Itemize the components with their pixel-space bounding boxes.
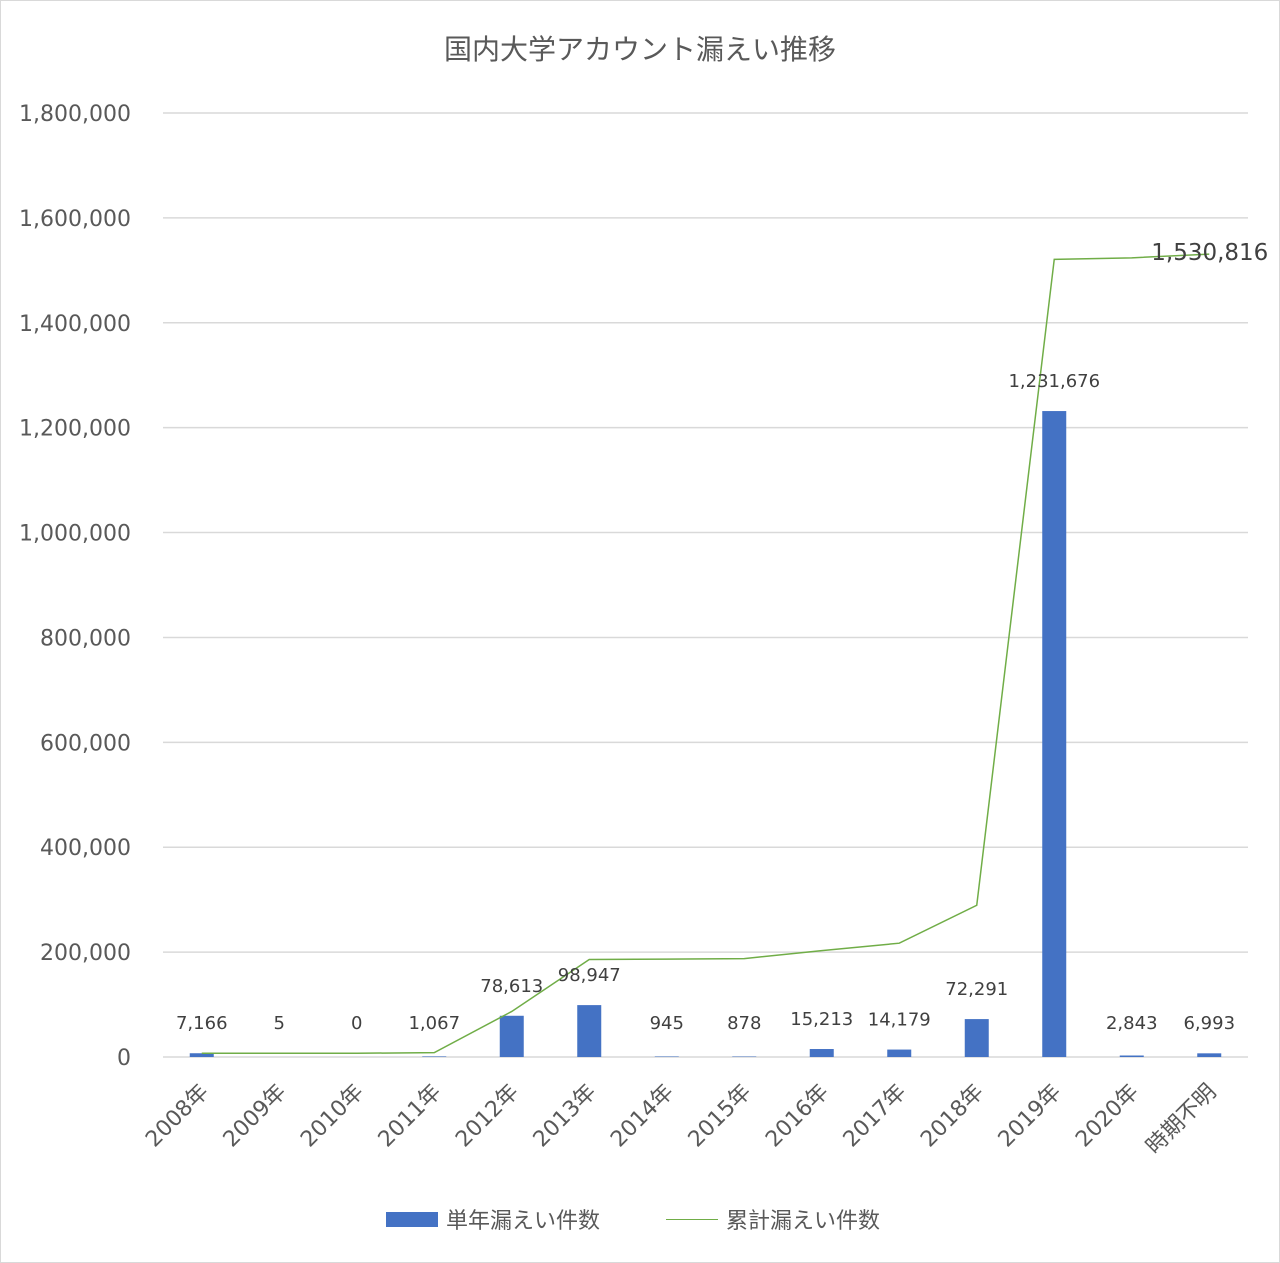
bar-data-label: 0 bbox=[351, 1013, 362, 1034]
bar-2017年 bbox=[887, 1049, 912, 1057]
bar-2016年 bbox=[809, 1049, 834, 1057]
bar-data-label: 15,213 bbox=[790, 1009, 853, 1030]
y-axis-tick-labels: 0 200,000 400,000 600,000 800,000 1,000,000 1,… bbox=[19, 102, 131, 1071]
y-tick-label: 800,000 bbox=[40, 626, 131, 651]
cumulative-end-label: 1,530,816 bbox=[1151, 240, 1268, 266]
bar-data-label: 2,843 bbox=[1106, 1013, 1158, 1034]
x-tick-label: 2010年 bbox=[296, 1080, 369, 1153]
legend-item-cumulative[interactable]: 累計漏えい件数 bbox=[666, 1202, 880, 1236]
x-tick-label: 2008年 bbox=[141, 1080, 214, 1153]
bar-data-label: 78,613 bbox=[480, 976, 543, 997]
bar-2008年 bbox=[189, 1053, 214, 1057]
bar-data-label: 945 bbox=[650, 1013, 684, 1034]
bar-2012年 bbox=[499, 1015, 524, 1057]
y-tick-label: 1,400,000 bbox=[19, 312, 131, 337]
bar-data-label: 7,166 bbox=[176, 1013, 228, 1034]
x-tick-label: 2014年 bbox=[606, 1080, 679, 1153]
x-tick-label: 時期不明 bbox=[1142, 1080, 1222, 1160]
legend-line-swatch bbox=[666, 1218, 718, 1220]
bar-data-label: 878 bbox=[727, 1013, 761, 1034]
y-tick-label: 400,000 bbox=[40, 836, 131, 861]
chart-title: 国内大学アカウント漏えい推移 bbox=[443, 33, 836, 66]
x-axis-tick-labels: 2008年 2009年 2010年 2011年 2012年 2013年 2014年 2015年… bbox=[141, 1080, 1221, 1160]
bar-2020年 bbox=[1119, 1055, 1144, 1057]
x-tick-label: 2013年 bbox=[529, 1080, 602, 1153]
x-tick-label: 2011年 bbox=[374, 1080, 447, 1153]
x-tick-label: 2018年 bbox=[916, 1080, 989, 1153]
bar-data-label: 1,067 bbox=[408, 1013, 460, 1034]
y-tick-label: 1,600,000 bbox=[19, 207, 131, 232]
bar-series-single-year bbox=[189, 411, 1222, 1058]
y-tick-label: 0 bbox=[117, 1046, 131, 1071]
bar-data-label: 6,993 bbox=[1183, 1013, 1235, 1034]
cumulative-line bbox=[201, 253, 1210, 1054]
bar-data-label: 1,231,676 bbox=[1008, 371, 1100, 392]
bar-2013年 bbox=[577, 1005, 602, 1057]
x-tick-label: 2017年 bbox=[839, 1080, 912, 1153]
gridlines bbox=[163, 112, 1248, 1058]
y-tick-label: 1,200,000 bbox=[19, 417, 131, 442]
bar-data-label: 14,179 bbox=[868, 1010, 931, 1031]
bar-2011年 bbox=[422, 1056, 447, 1057]
x-tick-label: 2015年 bbox=[684, 1080, 757, 1153]
bar-data-label: 98,947 bbox=[558, 965, 621, 986]
bar-data-labels: 7,166 5 0 1,067 78,613 98,947 945 878 15,213 14,1… bbox=[176, 371, 1235, 1034]
x-tick-label: 2019年 bbox=[994, 1080, 1067, 1153]
y-tick-label: 600,000 bbox=[40, 731, 131, 756]
legend-label-cumulative: 累計漏えい件数 bbox=[726, 1209, 881, 1234]
y-tick-label: 1,800,000 bbox=[19, 102, 131, 127]
x-tick-label: 2012年 bbox=[451, 1080, 524, 1153]
bar-2019年 bbox=[1042, 411, 1067, 1058]
legend: 単年漏えい件数 累計漏えい件数 bbox=[0, 1202, 1280, 1236]
legend-bar-swatch bbox=[386, 1211, 438, 1227]
bar-2018年 bbox=[964, 1019, 989, 1057]
bar-data-label: 5 bbox=[274, 1013, 285, 1034]
bar-時期不明 bbox=[1197, 1053, 1222, 1057]
x-tick-label: 2009年 bbox=[219, 1080, 292, 1153]
x-tick-label: 2020年 bbox=[1071, 1080, 1144, 1153]
legend-label-single-year: 単年漏えい件数 bbox=[446, 1209, 601, 1234]
bar-data-label: 72,291 bbox=[945, 979, 1008, 1000]
legend-item-single-year[interactable]: 単年漏えい件数 bbox=[386, 1202, 600, 1236]
line-series-cumulative: 1,530,816 bbox=[201, 240, 1268, 1054]
y-tick-label: 1,000,000 bbox=[19, 522, 131, 547]
y-tick-label: 200,000 bbox=[40, 941, 131, 966]
x-tick-label: 2016年 bbox=[761, 1080, 834, 1153]
